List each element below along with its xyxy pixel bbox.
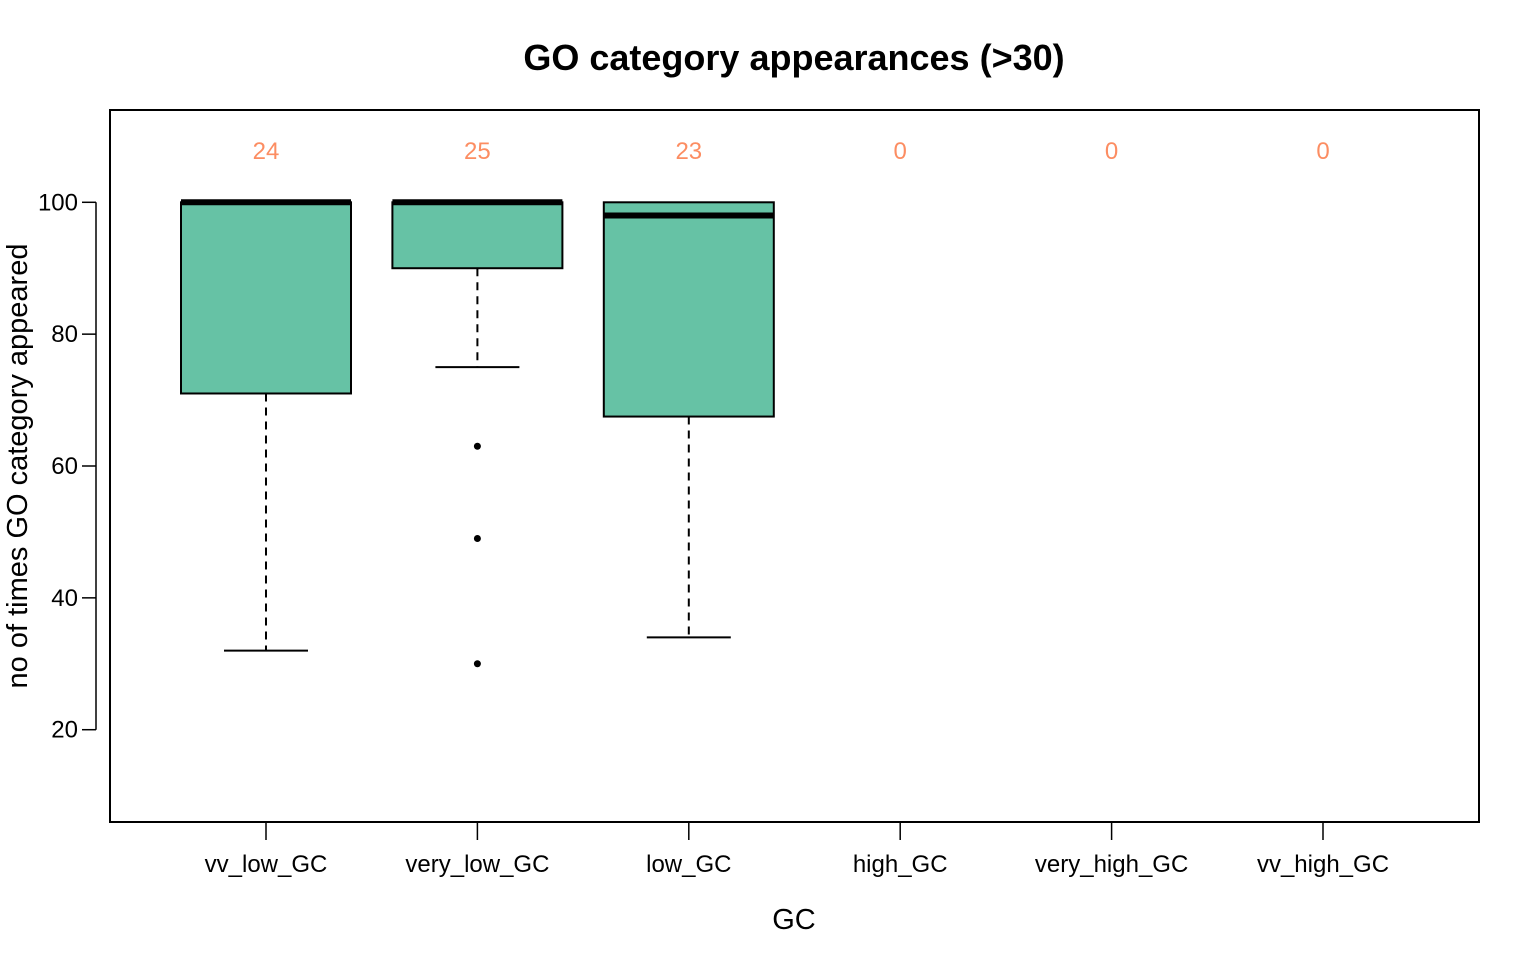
outlier-point [473, 660, 481, 668]
count-label: 23 [675, 138, 702, 165]
x-axis: vv_low_GC very_low_GC low_GC high_GC very_hi… [205, 822, 1389, 878]
x-tick-label: very_high_GC [1035, 851, 1188, 878]
count-label: 25 [464, 138, 491, 165]
outlier-point [473, 442, 481, 450]
count-label: 0 [1105, 138, 1118, 165]
box-body [180, 201, 352, 395]
box-very_low_GC [391, 199, 564, 668]
y-tick-label: 20 [51, 717, 78, 744]
x-tick-label: vv_high_GC [1257, 851, 1389, 878]
chart-title: GO category appearances (>30) [523, 37, 1064, 78]
x-tick-label: vv_low_GC [205, 851, 328, 878]
y-tick-label: 60 [51, 453, 78, 480]
x-axis-label: GC [772, 904, 816, 936]
y-axis: 20 40 60 80 100 [38, 189, 97, 744]
group-count-labels: 24 25 23 0 0 0 [253, 138, 1330, 165]
y-axis-label: no of times GO category appeared [2, 244, 34, 689]
y-tick-label: 40 [51, 585, 78, 612]
x-tick-label: low_GC [646, 851, 731, 878]
box-body [391, 201, 564, 270]
count-label: 24 [253, 138, 280, 165]
y-tick-label: 80 [51, 321, 78, 348]
count-label: 0 [1316, 138, 1329, 165]
count-label: 0 [894, 138, 907, 165]
y-tick-label: 100 [38, 189, 78, 216]
x-tick-label: high_GC [853, 851, 948, 878]
outlier-point [473, 535, 481, 543]
box-vv_low_GC [180, 199, 352, 652]
x-tick-label: very_low_GC [405, 851, 549, 878]
box-series [180, 199, 775, 668]
box-low_GC [602, 201, 775, 639]
plot-frame [109, 109, 1480, 823]
box-body [602, 201, 775, 418]
